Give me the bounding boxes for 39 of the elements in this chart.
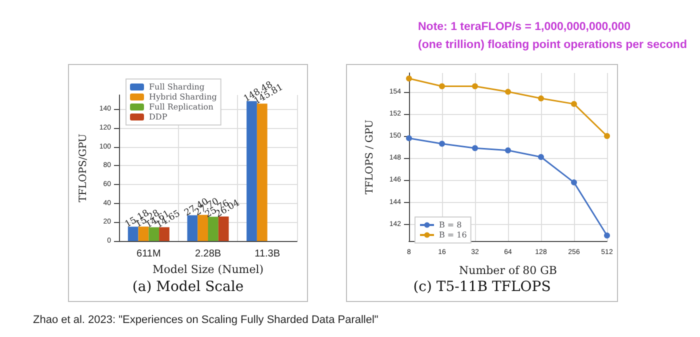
legend-label: Full Sharding — [149, 82, 205, 92]
point — [571, 179, 577, 186]
x-tick-label: 611M — [136, 248, 161, 260]
point — [538, 154, 544, 160]
point — [406, 135, 412, 142]
point — [505, 147, 511, 154]
y-axis-title: TFLOPS / GPU — [364, 120, 376, 194]
point — [406, 76, 412, 82]
point — [439, 140, 445, 147]
point — [472, 145, 478, 152]
point — [604, 232, 610, 238]
bar — [128, 226, 138, 241]
legend-label: B = 16 — [439, 230, 467, 240]
point — [604, 133, 610, 139]
legend-label: DDP — [149, 112, 168, 122]
bar — [208, 216, 218, 241]
bar — [218, 216, 229, 241]
point — [505, 88, 511, 95]
x-tick-label: 11.3B — [254, 248, 280, 260]
bar — [256, 104, 268, 241]
x-axis-title: Number of 80 GB — [458, 264, 558, 277]
y-axis-title: TFLOPS/GPU — [78, 134, 89, 202]
point — [472, 83, 478, 90]
x-tick-label: 2.28B — [194, 248, 222, 260]
legend-label: Hybrid Sharding — [149, 92, 217, 102]
point — [571, 100, 577, 107]
text: Note: 1 teraFLOP/s = 1,000,000,000,000 (one trillion) floating point operations per second — [418, 20, 687, 53]
text: (c) T5-11B TFLOPS — [413, 279, 551, 295]
text: Zhao et al. 2023: "Experiences on Scaling Fully Sharded Data Parallel" — [33, 314, 378, 326]
point — [538, 95, 544, 102]
legend-label: B = 8 — [439, 220, 462, 230]
bar — [159, 227, 170, 241]
point — [439, 83, 445, 90]
bar — [187, 215, 198, 241]
x-axis-title: Model Size (Numel) — [152, 262, 264, 276]
legend-label: Full Replication — [149, 102, 214, 112]
bar — [148, 227, 160, 241]
bar — [138, 226, 149, 241]
text: (a) Model Scale — [132, 279, 244, 295]
